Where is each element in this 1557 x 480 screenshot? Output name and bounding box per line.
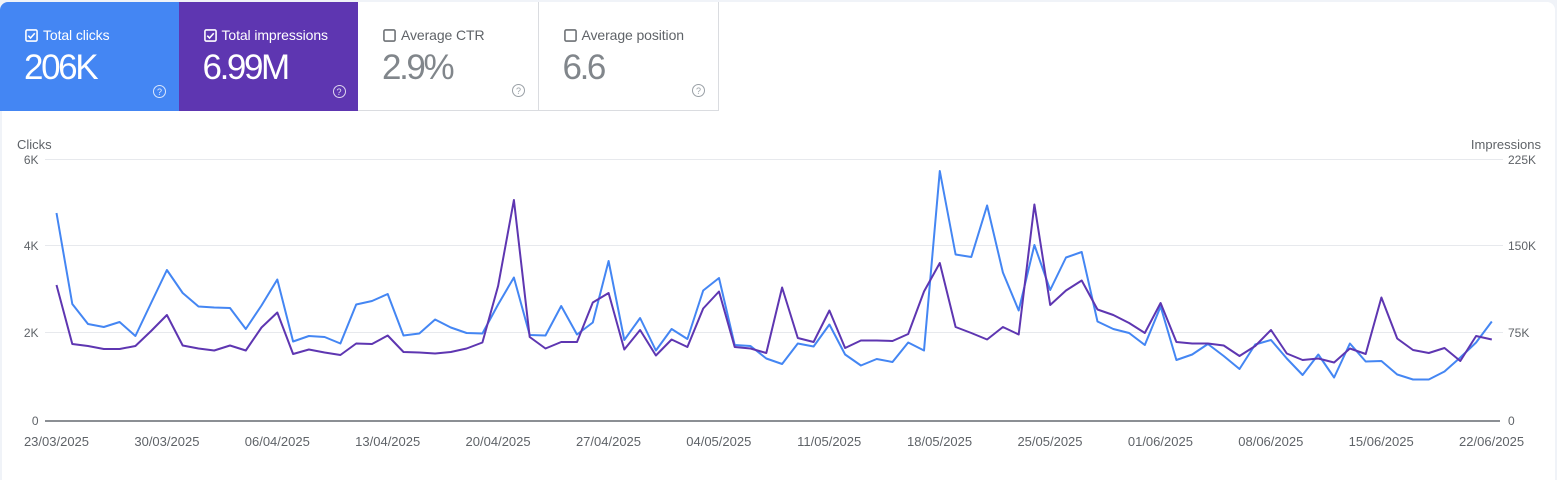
svg-text:30/03/2025: 30/03/2025 <box>134 434 199 449</box>
svg-text:4K: 4K <box>24 239 39 253</box>
svg-text:04/05/2025: 04/05/2025 <box>686 434 751 449</box>
svg-text:6K: 6K <box>24 153 39 167</box>
svg-text:2K: 2K <box>24 326 39 340</box>
svg-text:06/04/2025: 06/04/2025 <box>245 434 310 449</box>
svg-text:0: 0 <box>1508 414 1515 428</box>
svg-text:11/05/2025: 11/05/2025 <box>797 434 861 449</box>
svg-text:27/04/2025: 27/04/2025 <box>576 434 641 449</box>
svg-text:15/06/2025: 15/06/2025 <box>1349 434 1414 449</box>
svg-text:225K: 225K <box>1508 153 1536 167</box>
svg-text:75K: 75K <box>1508 326 1529 340</box>
svg-text:150K: 150K <box>1508 239 1536 253</box>
svg-text:18/05/2025: 18/05/2025 <box>907 434 972 449</box>
svg-text:23/03/2025: 23/03/2025 <box>24 434 89 449</box>
svg-text:13/04/2025: 13/04/2025 <box>355 434 420 449</box>
svg-text:08/06/2025: 08/06/2025 <box>1238 434 1303 449</box>
svg-text:0: 0 <box>32 414 39 428</box>
svg-text:01/06/2025: 01/06/2025 <box>1128 434 1193 449</box>
svg-text:Clicks: Clicks <box>17 137 52 152</box>
svg-text:25/05/2025: 25/05/2025 <box>1017 434 1082 449</box>
svg-text:20/04/2025: 20/04/2025 <box>466 434 531 449</box>
svg-text:Impressions: Impressions <box>1471 137 1542 152</box>
svg-text:22/06/2025: 22/06/2025 <box>1459 434 1524 449</box>
